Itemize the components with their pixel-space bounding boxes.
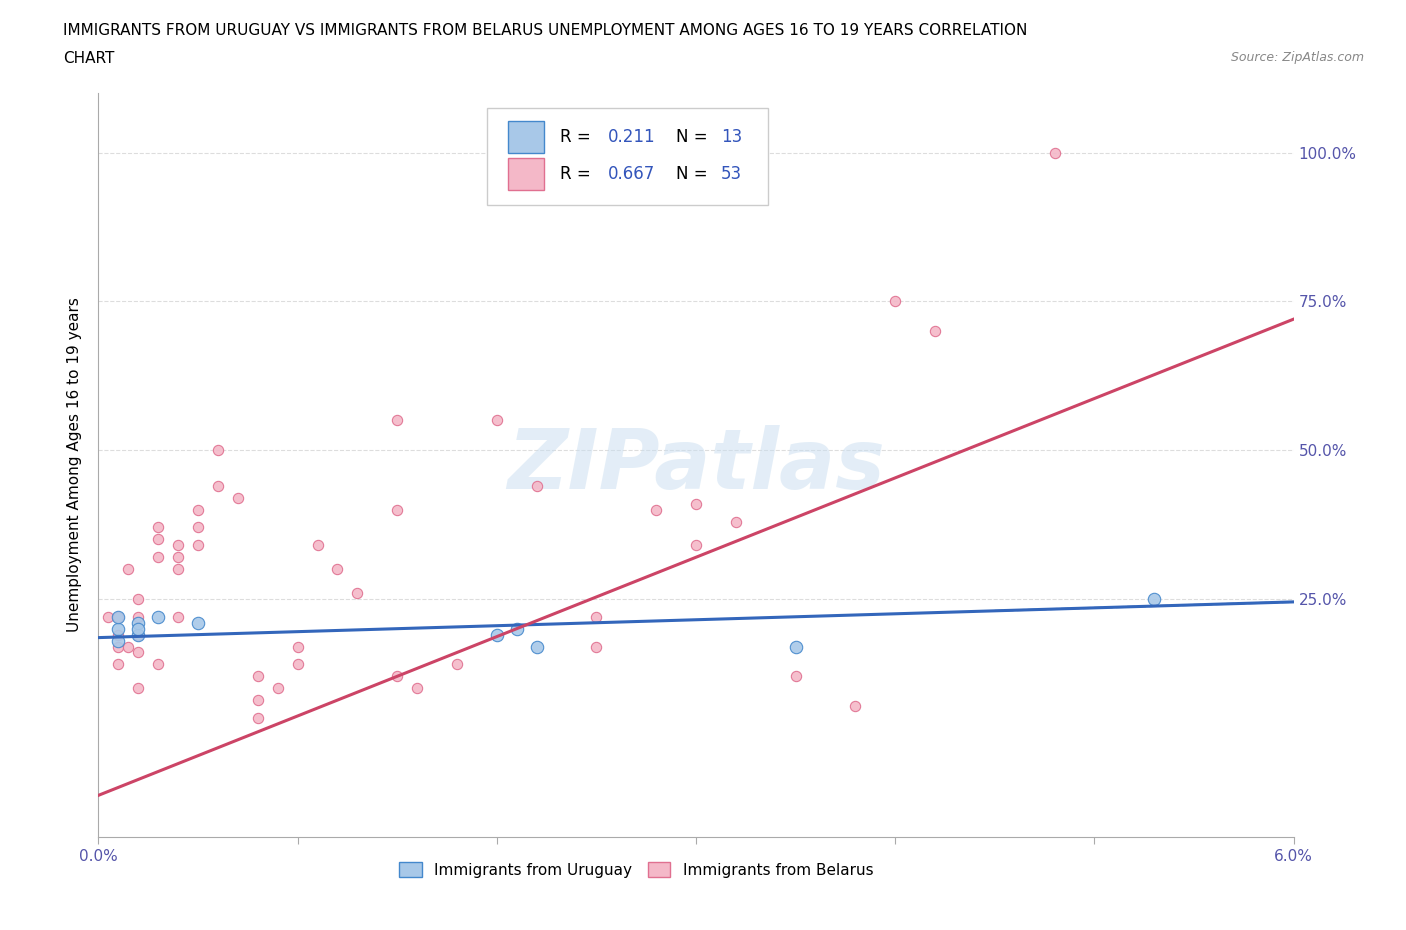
- Point: [148, 520, 170, 535]
- Point: [187, 616, 209, 631]
- Point: [127, 591, 149, 606]
- Point: [148, 550, 170, 565]
- Point: [207, 443, 229, 458]
- Point: [246, 711, 269, 725]
- Point: [585, 639, 607, 654]
- Point: [127, 645, 149, 660]
- Point: [167, 609, 190, 624]
- Point: [148, 532, 170, 547]
- Point: [246, 693, 269, 708]
- Point: [385, 669, 409, 684]
- Point: [127, 627, 149, 642]
- Point: [645, 502, 668, 517]
- Point: [187, 538, 209, 552]
- Point: [127, 627, 149, 642]
- Text: ZIPatlas: ZIPatlas: [508, 424, 884, 506]
- Point: [107, 639, 129, 654]
- Point: [446, 657, 468, 671]
- Point: [187, 520, 209, 535]
- Point: [526, 478, 548, 493]
- Point: [1043, 145, 1066, 160]
- Text: CHART: CHART: [63, 51, 115, 66]
- Point: [1143, 591, 1166, 606]
- Point: [287, 639, 309, 654]
- Point: [167, 538, 190, 552]
- Point: [844, 698, 866, 713]
- Point: [307, 538, 329, 552]
- Point: [506, 621, 529, 636]
- Point: [685, 497, 707, 512]
- Point: [148, 657, 170, 671]
- Point: [127, 616, 149, 631]
- Point: [785, 669, 807, 684]
- Point: [526, 639, 548, 654]
- Point: [207, 478, 229, 493]
- Point: [167, 550, 190, 565]
- Point: [884, 294, 907, 309]
- Point: [187, 502, 209, 517]
- Text: IMMIGRANTS FROM URUGUAY VS IMMIGRANTS FROM BELARUS UNEMPLOYMENT AMONG AGES 16 TO: IMMIGRANTS FROM URUGUAY VS IMMIGRANTS FR…: [63, 23, 1028, 38]
- Text: 13: 13: [721, 128, 742, 146]
- Point: [107, 621, 129, 636]
- FancyBboxPatch shape: [509, 158, 544, 190]
- Text: 0.667: 0.667: [607, 166, 655, 183]
- Point: [346, 586, 368, 601]
- Point: [117, 639, 139, 654]
- Point: [127, 621, 149, 636]
- Point: [326, 562, 349, 577]
- Point: [117, 562, 139, 577]
- Point: [107, 609, 129, 624]
- Y-axis label: Unemployment Among Ages 16 to 19 years: Unemployment Among Ages 16 to 19 years: [67, 298, 83, 632]
- Text: 0.211: 0.211: [607, 128, 655, 146]
- Point: [127, 681, 149, 696]
- FancyBboxPatch shape: [509, 121, 544, 153]
- Point: [127, 609, 149, 624]
- FancyBboxPatch shape: [486, 108, 768, 205]
- Point: [97, 609, 120, 624]
- Text: R =: R =: [560, 166, 596, 183]
- Point: [107, 657, 129, 671]
- Point: [485, 413, 508, 428]
- Point: [246, 669, 269, 684]
- Point: [226, 490, 249, 505]
- Text: R =: R =: [560, 128, 596, 146]
- Point: [167, 562, 190, 577]
- Point: [148, 609, 170, 624]
- Point: [924, 324, 946, 339]
- Legend: Immigrants from Uruguay, Immigrants from Belarus: Immigrants from Uruguay, Immigrants from…: [391, 854, 882, 885]
- Text: Source: ZipAtlas.com: Source: ZipAtlas.com: [1230, 51, 1364, 64]
- Text: N =: N =: [676, 128, 713, 146]
- Point: [287, 657, 309, 671]
- Point: [107, 633, 129, 648]
- Point: [685, 538, 707, 552]
- Point: [385, 413, 409, 428]
- Point: [724, 514, 747, 529]
- Point: [267, 681, 290, 696]
- Text: N =: N =: [676, 166, 713, 183]
- Point: [785, 639, 807, 654]
- Point: [585, 609, 607, 624]
- Text: 53: 53: [721, 166, 742, 183]
- Point: [485, 627, 508, 642]
- Point: [107, 609, 129, 624]
- Point: [406, 681, 429, 696]
- Point: [385, 502, 409, 517]
- Point: [107, 627, 129, 642]
